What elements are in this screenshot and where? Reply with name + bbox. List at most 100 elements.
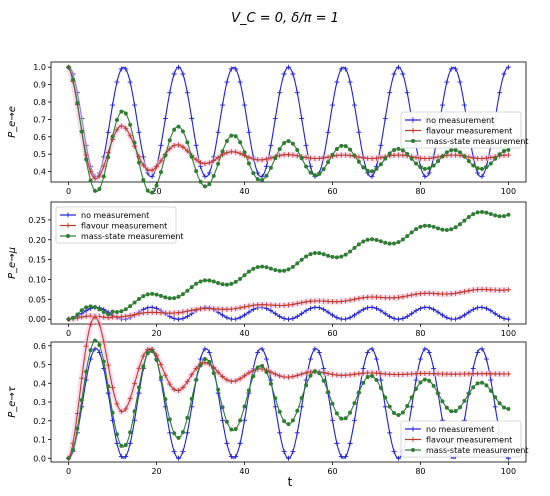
data-point — [136, 385, 141, 390]
data-point — [458, 150, 463, 155]
data-point — [238, 276, 243, 281]
data-point — [501, 287, 507, 293]
data-point — [123, 443, 128, 448]
data-point — [220, 312, 226, 318]
data-point — [378, 294, 384, 300]
data-point — [444, 291, 450, 297]
data-point — [497, 371, 503, 377]
data-point — [453, 225, 458, 230]
data-point — [391, 448, 397, 454]
data-point — [365, 168, 370, 173]
data-point — [316, 349, 322, 355]
data-point — [237, 305, 243, 311]
data-point — [391, 152, 397, 158]
data-point — [343, 454, 349, 460]
data-point — [119, 309, 124, 314]
data-point — [449, 227, 454, 232]
data-point — [395, 316, 401, 322]
data-point — [264, 265, 269, 270]
data-point — [224, 306, 230, 312]
data-point — [202, 278, 207, 283]
data-point — [343, 416, 348, 421]
data-point — [480, 166, 485, 171]
data-point — [299, 257, 304, 262]
data-point — [329, 299, 335, 305]
data-point — [123, 125, 129, 131]
data-point — [409, 292, 415, 298]
y-tick-label: 0.4 — [33, 379, 46, 388]
data-point — [466, 391, 471, 396]
data-point — [132, 409, 137, 414]
data-point — [281, 71, 287, 77]
series-mass-state-measurement — [66, 65, 511, 195]
y-tick-label: 0.15 — [28, 256, 46, 265]
data-point — [185, 415, 190, 420]
data-point — [374, 166, 379, 171]
data-point — [136, 129, 142, 135]
data-point — [475, 155, 481, 161]
data-point — [273, 156, 278, 161]
data-point — [505, 64, 511, 70]
data-point — [180, 292, 185, 297]
data-point — [184, 90, 190, 96]
data-point — [483, 356, 489, 362]
data-point — [329, 371, 335, 377]
x-tick-label: 20 — [151, 467, 161, 476]
data-point — [356, 371, 362, 377]
data-point — [128, 122, 133, 127]
data-point — [237, 440, 243, 446]
data-point — [229, 133, 234, 138]
data-point — [268, 165, 273, 170]
data-point — [171, 448, 177, 454]
data-point — [303, 155, 309, 161]
data-point — [79, 308, 84, 313]
data-point — [361, 165, 366, 170]
data-point — [422, 173, 428, 179]
data-point — [162, 310, 168, 316]
x-tick-label: 80 — [415, 329, 425, 338]
data-point — [325, 309, 331, 315]
data-point — [228, 378, 234, 384]
legend-marker — [411, 139, 415, 143]
data-point — [220, 405, 225, 410]
plot-frame — [50, 201, 527, 325]
data-point — [106, 155, 111, 160]
data-point — [383, 395, 388, 400]
data-point — [286, 374, 291, 380]
data-point — [417, 370, 423, 376]
data-point — [413, 155, 419, 161]
data-point — [343, 152, 349, 158]
data-point — [483, 371, 489, 377]
data-point — [395, 64, 401, 70]
data-point — [158, 170, 163, 175]
data-point — [259, 157, 265, 163]
data-point — [457, 315, 463, 321]
data-point — [228, 66, 234, 72]
data-point — [307, 356, 313, 362]
legend-label: mass-state measurement — [426, 446, 529, 455]
data-point — [461, 371, 467, 377]
data-point — [242, 404, 247, 409]
data-point — [114, 440, 120, 446]
data-point — [97, 187, 102, 192]
data-point — [132, 312, 138, 318]
data-point — [136, 297, 141, 302]
data-point — [250, 367, 256, 373]
data-point — [492, 287, 498, 293]
data-point — [413, 377, 419, 383]
data-point — [369, 294, 375, 300]
data-point — [449, 409, 454, 414]
data-point — [317, 251, 322, 256]
data-point — [237, 79, 243, 85]
data-point — [483, 155, 489, 161]
data-point — [150, 190, 155, 195]
data-point — [356, 242, 361, 247]
data-point — [471, 163, 476, 168]
data-point — [343, 252, 348, 257]
legend-marker — [411, 448, 415, 452]
data-point — [466, 309, 472, 315]
data-point — [382, 116, 388, 122]
data-point — [365, 237, 370, 242]
data-point — [176, 387, 182, 393]
data-point — [369, 156, 375, 162]
